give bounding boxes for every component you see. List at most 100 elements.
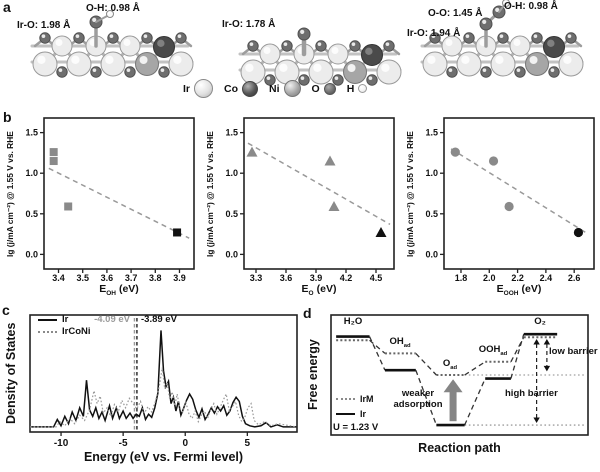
data-point (64, 202, 73, 211)
data-point (49, 157, 58, 166)
sphere-highlight (331, 47, 339, 54)
data-point (49, 148, 58, 157)
ir-atom (558, 51, 584, 77)
o-atom (247, 40, 259, 52)
dotted-line-icon (38, 330, 57, 333)
x-axis-label: EOOH (eV) (496, 283, 542, 298)
x-tick-label: 3.4 (52, 273, 65, 283)
sphere-highlight (495, 7, 500, 12)
sphere-highlight (283, 42, 288, 46)
dos-curve-IrCoNi (30, 367, 297, 428)
sphere-highlight (249, 42, 254, 46)
sphere-highlight (347, 63, 356, 72)
plot-frame (443, 117, 595, 270)
ir-atom (119, 35, 141, 57)
ni-label: Ni (269, 82, 280, 95)
sphere-highlight (499, 34, 504, 38)
o-atom (297, 27, 311, 41)
o-atom (548, 66, 560, 78)
sphere-highlight (431, 34, 436, 38)
sphere-highlight (105, 55, 114, 64)
data-point (328, 200, 340, 211)
ir-atom (509, 35, 531, 57)
x-tick-label: 2.4 (540, 273, 553, 283)
species-ooh: OOHad (478, 344, 508, 357)
o-atom (480, 66, 492, 78)
ir-atom (441, 35, 463, 57)
o-atom-icon (323, 82, 336, 95)
energy-y-axis-label: Free energy (306, 339, 320, 411)
annotation-weaker-adsorption: weaker adsorption (393, 388, 443, 410)
panel-a-label: a (3, 0, 11, 15)
y-tick-label: 0.5 (225, 209, 238, 219)
sphere-highlight (547, 39, 555, 47)
legend-item-o: O (311, 82, 336, 95)
x-tick-label: 3.9 (310, 273, 323, 283)
co-atom (543, 36, 565, 58)
y-tick-label: 1.0 (425, 168, 438, 178)
dos-y-axis-label: Density of States (4, 322, 18, 425)
atom-legend: Ir Co Ni O H (183, 79, 368, 98)
sphere-highlight (317, 42, 322, 46)
co-atom (153, 36, 175, 58)
o-atom (479, 17, 493, 31)
sphere-highlight (495, 55, 504, 64)
data-point (573, 227, 584, 238)
scatter-panel-eoh: 3.4 3.5 3.6 3.7 3.8 3.9 0.0 0.5 1.0 1.5 lg (j/mA … (0, 112, 200, 305)
bond-label-iro-2: Ir-O: 1.78 Å (222, 19, 276, 30)
step-connector (368, 336, 386, 371)
sphere-highlight (157, 39, 165, 47)
step-connector (510, 334, 525, 379)
y-tick-label: 1.0 (225, 168, 238, 178)
o-atom (141, 32, 153, 44)
o-label: O (311, 82, 320, 95)
sphere-highlight (109, 34, 114, 38)
ni-atom (525, 52, 549, 76)
annotation-low-barrier: low barrier (549, 346, 598, 357)
ir-atom (168, 51, 194, 77)
co-atom-icon (242, 80, 259, 97)
o-atom (349, 40, 361, 52)
ir-atom (490, 51, 516, 77)
data-point (504, 201, 514, 212)
y-tick-label: 0.5 (425, 209, 438, 219)
sphere-highlight (567, 34, 572, 38)
bond-label-iro-1: Ir-O: 1.98 Å (17, 20, 71, 31)
x-tick-label: 2.6 (568, 273, 581, 283)
weaker-adsorption-arrow-head (443, 379, 463, 393)
ir-atom (100, 51, 126, 77)
bond-label-iro-3: Ir-O: 1.94 Å (407, 28, 461, 39)
ir-atom (66, 51, 92, 77)
dos-legend-ir: Ir (38, 314, 68, 325)
data-point (375, 226, 387, 237)
solid-line-icon (336, 413, 355, 415)
plot-frame (43, 117, 195, 270)
y-tick-label: 0.0 (425, 249, 438, 259)
step-connector (464, 361, 486, 376)
y-tick-label: 1.5 (225, 128, 238, 138)
sphere-highlight (482, 68, 487, 72)
data-point (173, 228, 182, 237)
y-tick-label: 1.5 (25, 128, 38, 138)
x-tick-label: 3.6 (101, 273, 114, 283)
eo-scatter-plot: 3.3 3.6 3.9 4.2 4.5 0.0 0.5 1.0 1.5 (225, 117, 395, 283)
trend-line (48, 167, 190, 239)
ni-atom-icon (283, 80, 301, 97)
x-axis-label: EOH (eV) (99, 283, 139, 298)
sphere-highlight (516, 68, 521, 72)
sphere-highlight (368, 76, 373, 80)
weaker-adsorption-arrow-shaft (449, 391, 457, 422)
dos-annotation-black: -3.89 eV (141, 314, 177, 325)
legend-item-ir: Ir (183, 79, 214, 98)
o-atom (281, 40, 293, 52)
ir-atom (32, 51, 58, 77)
y-tick-label: 0.5 (25, 209, 38, 219)
eoh-scatter-plot: 3.4 3.5 3.6 3.7 3.8 3.9 0.0 0.5 1.0 1.5 (25, 117, 195, 283)
crystal-structure-oh-adsorbed (30, 10, 194, 78)
sphere-highlight (279, 63, 288, 72)
sphere-highlight (173, 55, 182, 64)
x-tick-label: -10 (54, 438, 69, 449)
panel-c-label: c (2, 302, 10, 318)
o-atom (446, 66, 458, 78)
sphere-highlight (465, 34, 470, 38)
